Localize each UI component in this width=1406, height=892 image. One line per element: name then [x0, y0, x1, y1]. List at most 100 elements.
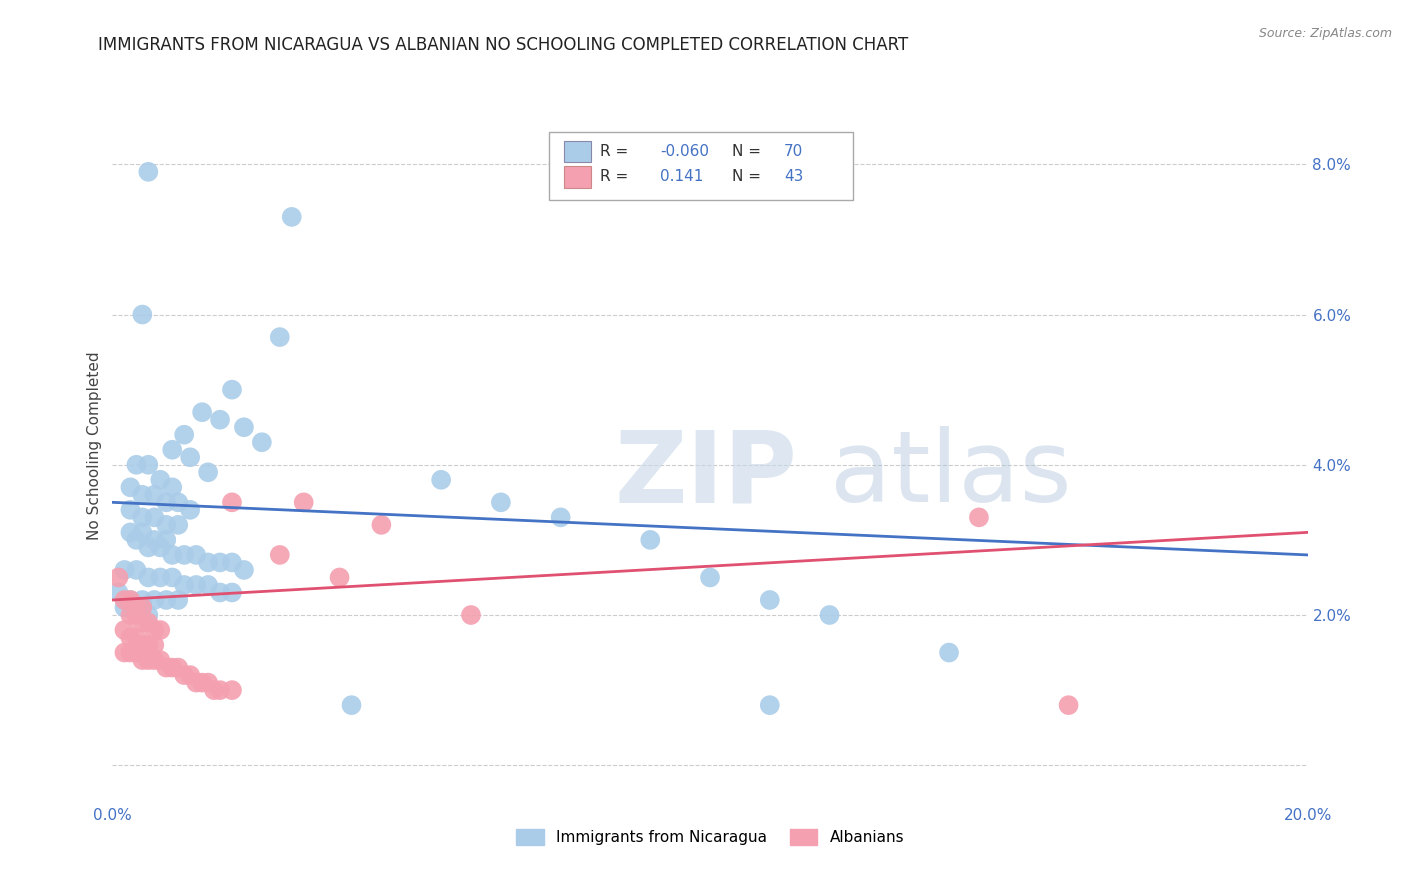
- Point: [179, 450, 201, 465]
- Y-axis label: No Schooling Completed: No Schooling Completed: [87, 351, 103, 541]
- Point: [186, 548, 208, 562]
- Point: [155, 495, 177, 509]
- Point: [162, 548, 183, 562]
- Point: [131, 525, 153, 540]
- Point: [162, 480, 183, 494]
- Point: [120, 607, 142, 622]
- Point: [138, 615, 160, 630]
- Point: [197, 675, 219, 690]
- Point: [699, 570, 721, 584]
- Point: [131, 653, 153, 667]
- Point: [114, 623, 135, 637]
- Point: [233, 563, 256, 577]
- Point: [167, 660, 190, 674]
- Point: [125, 646, 148, 660]
- Point: [167, 495, 190, 509]
- Text: R =: R =: [600, 144, 633, 159]
- Point: [120, 480, 142, 494]
- Point: [131, 593, 153, 607]
- Point: [107, 570, 129, 584]
- FancyBboxPatch shape: [548, 132, 853, 200]
- Point: [125, 631, 148, 645]
- Point: [125, 458, 148, 472]
- Point: [114, 646, 135, 660]
- Point: [221, 683, 243, 698]
- Point: [197, 465, 219, 479]
- Text: ZIP: ZIP: [614, 426, 797, 523]
- Point: [138, 570, 160, 584]
- Point: [233, 420, 256, 434]
- Text: N =: N =: [731, 144, 765, 159]
- Point: [1057, 698, 1080, 713]
- Point: [167, 593, 190, 607]
- Point: [125, 533, 148, 547]
- Point: [179, 668, 201, 682]
- Point: [149, 473, 172, 487]
- Point: [131, 615, 153, 630]
- Point: [162, 442, 183, 457]
- Point: [138, 165, 160, 179]
- Point: [489, 495, 512, 509]
- Point: [138, 541, 160, 555]
- Point: [131, 600, 153, 615]
- Point: [114, 600, 135, 615]
- Point: [167, 517, 190, 532]
- Point: [197, 556, 219, 570]
- Point: [149, 623, 172, 637]
- Point: [125, 563, 148, 577]
- Point: [138, 638, 160, 652]
- Point: [329, 570, 352, 584]
- Point: [173, 427, 195, 442]
- Point: [155, 517, 177, 532]
- Point: [120, 593, 142, 607]
- Point: [370, 517, 392, 532]
- Point: [114, 563, 135, 577]
- Point: [162, 660, 183, 674]
- Point: [143, 623, 166, 637]
- Point: [550, 510, 572, 524]
- Point: [202, 683, 225, 698]
- Point: [131, 638, 153, 652]
- Point: [120, 503, 142, 517]
- Point: [114, 593, 135, 607]
- Point: [173, 578, 195, 592]
- Point: [138, 607, 160, 622]
- Point: [143, 653, 166, 667]
- Point: [938, 646, 960, 660]
- Bar: [564, 166, 591, 187]
- Point: [221, 495, 243, 509]
- Point: [131, 488, 153, 502]
- Point: [125, 600, 148, 615]
- Point: [149, 541, 172, 555]
- Point: [221, 383, 243, 397]
- Point: [143, 510, 166, 524]
- Point: [143, 638, 166, 652]
- Point: [120, 631, 142, 645]
- Point: [173, 668, 195, 682]
- Point: [191, 405, 214, 419]
- Point: [125, 607, 148, 622]
- Point: [120, 593, 142, 607]
- Text: N =: N =: [731, 169, 765, 185]
- Point: [125, 600, 148, 615]
- Point: [173, 548, 195, 562]
- Point: [818, 607, 841, 622]
- Point: [269, 330, 291, 344]
- Point: [209, 556, 232, 570]
- Point: [149, 653, 172, 667]
- Text: atlas: atlas: [830, 426, 1071, 523]
- Point: [759, 698, 782, 713]
- Point: [250, 435, 273, 450]
- Text: 0.141: 0.141: [659, 169, 703, 185]
- Point: [186, 675, 208, 690]
- Text: 70: 70: [785, 144, 803, 159]
- Point: [221, 556, 243, 570]
- Text: IMMIGRANTS FROM NICARAGUA VS ALBANIAN NO SCHOOLING COMPLETED CORRELATION CHART: IMMIGRANTS FROM NICARAGUA VS ALBANIAN NO…: [98, 36, 908, 54]
- Point: [191, 675, 214, 690]
- Point: [120, 525, 142, 540]
- Point: [460, 607, 482, 622]
- Text: Source: ZipAtlas.com: Source: ZipAtlas.com: [1258, 27, 1392, 40]
- Point: [149, 570, 172, 584]
- Point: [120, 646, 142, 660]
- Point: [186, 578, 208, 592]
